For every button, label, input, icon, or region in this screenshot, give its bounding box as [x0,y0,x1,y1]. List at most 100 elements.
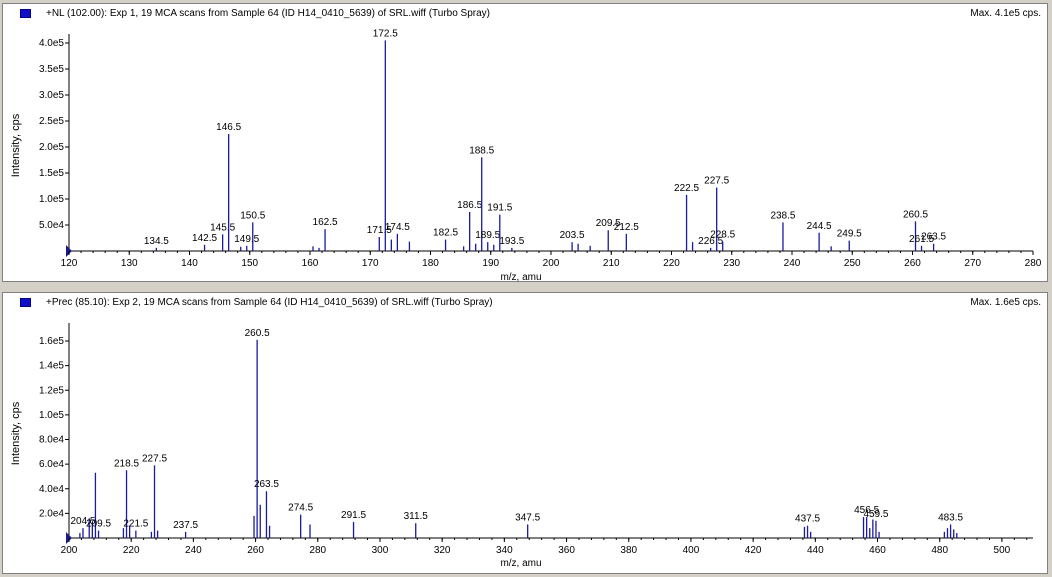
trace-color-swatch[interactable] [20,9,31,18]
peak-label: 188.5 [469,145,494,156]
peak-label: 274.5 [288,503,313,514]
peak-label: 237.5 [173,520,198,531]
x-tick-label: 150 [241,258,258,269]
y-tick-label: 4.0e4 [39,484,64,495]
x-tick-label: 200 [543,258,560,269]
x-tick-label: 220 [663,258,680,269]
peak-label: 145.5 [210,222,235,233]
panel-title: +NL (102.00): Exp 1, 19 MCA scans from S… [46,8,491,19]
peak-label: 263.5 [254,479,279,490]
panel-header: +Prec (85.10): Exp 2, 19 MCA scans from … [3,293,1047,313]
peak-label: 347.5 [515,512,540,523]
peak-label: 263.5 [921,232,946,243]
peak-label: 291.5 [341,510,366,521]
x-tick-label: 170 [362,258,379,269]
x-tick-label: 140 [181,258,198,269]
x-axis-label: m/z, amu [500,558,541,569]
peak-label: 134.5 [144,236,169,247]
peak-label: 226.5 [698,236,723,247]
x-tick-label: 240 [185,545,202,556]
peak-label: 218.5 [114,458,139,469]
x-tick-label: 480 [931,545,948,556]
y-tick-label: 5.0e4 [39,220,64,231]
x-tick-label: 380 [620,545,637,556]
panel-title: +Prec (85.10): Exp 2, 19 MCA scans from … [46,297,493,308]
peak-label: 212.5 [614,222,639,233]
peak-label: 244.5 [807,221,832,232]
x-tick-label: 300 [372,545,389,556]
peak-label: 260.5 [245,328,270,339]
x-tick-label: 420 [745,545,762,556]
x-tick-label: 440 [807,545,824,556]
peak-label: 437.5 [795,514,820,525]
peak-label: 209.5 [596,218,621,229]
x-tick-label: 260 [247,545,264,556]
y-tick-label: 1.0e5 [39,410,64,421]
peak-label: 261.5 [909,234,934,245]
peak-label: 191.5 [487,203,512,214]
peak-label: 222.5 [674,183,699,194]
peak-label: 162.5 [313,217,338,228]
x-tick-label: 130 [121,258,138,269]
x-tick-label: 240 [784,258,801,269]
y-tick-label: 2.5e5 [39,116,64,127]
peak-label: 227.5 [704,176,729,187]
peak-label: 238.5 [770,210,795,221]
peak-label: 311.5 [404,511,429,522]
x-tick-label: 320 [434,545,451,556]
peak-label: 249.5 [837,229,862,240]
peak-label: 459.5 [863,509,888,520]
trace-color-swatch[interactable] [20,298,31,307]
panel-header: +NL (102.00): Exp 1, 19 MCA scans from S… [3,4,1047,24]
prec-spectrum-chart[interactable]: 200 220 240 260 280 300 320 340 360 380 400 420 440 4… [3,293,1049,575]
peak-label: 172.5 [373,28,398,39]
y-tick-label: 2.0e5 [39,142,64,153]
y-tick-label: 1.4e5 [39,361,64,372]
peak-label: 189.5 [475,230,500,241]
peak-label: 221.5 [123,519,148,530]
peak-label: 204.5 [70,516,95,527]
y-tick-label: 2.0e4 [39,508,64,519]
x-tick-label: 190 [482,258,499,269]
peak-label: 227.5 [142,453,167,464]
peak-label: 193.5 [499,236,524,247]
x-tick-label: 500 [994,545,1011,556]
x-tick-label: 280 [1025,258,1042,269]
x-tick-label: 180 [422,258,439,269]
x-tick-label: 160 [302,258,319,269]
peak-label: 228.5 [710,230,735,241]
x-tick-label: 260 [904,258,921,269]
y-tick-label: 1.5e5 [39,168,64,179]
y-tick-label: 1.2e5 [39,385,64,396]
peak-label: 150.5 [240,210,265,221]
peak-label: 483.5 [938,512,963,523]
nl-spectrum-chart[interactable]: 120 130 140 150 160 170 180 190 200 210 220 230 240 2… [3,4,1049,283]
x-tick-label: 460 [869,545,886,556]
y-tick-label: 1.6e5 [39,336,64,347]
peak-label: 142.5 [192,233,217,244]
y-tick-label: 6.0e4 [39,459,64,470]
x-tick-label: 340 [496,545,513,556]
peak-label: 456.5 [854,505,879,516]
peak-label: 182.5 [433,228,458,239]
peak-label: 260.5 [903,209,928,220]
peak-label: 209.5 [86,519,111,530]
peak-label: 186.5 [457,200,482,211]
peak-label: 174.5 [385,222,410,233]
x-tick-label: 230 [723,258,740,269]
spectrum-panel-nl: +NL (102.00): Exp 1, 19 MCA scans from S… [2,3,1049,283]
x-tick-label: 280 [309,545,326,556]
x-tick-label: 250 [844,258,861,269]
pane-splitter[interactable] [0,283,1052,291]
y-tick-label: 8.0e4 [39,435,64,446]
x-axis-label: m/z, amu [500,272,541,283]
y-axis-label: Intensity, cps [10,113,22,177]
max-intensity-label: Max. 4.1e5 cps. [970,8,1041,19]
y-tick-label: 4.0e5 [39,38,64,49]
x-tick-label: 200 [61,545,78,556]
x-tick-label: 400 [683,545,700,556]
peak-label: 203.5 [560,230,585,241]
max-intensity-label: Max. 1.6e5 cps. [970,297,1041,308]
peak-label: 149.5 [234,234,259,245]
x-tick-label: 220 [123,545,140,556]
